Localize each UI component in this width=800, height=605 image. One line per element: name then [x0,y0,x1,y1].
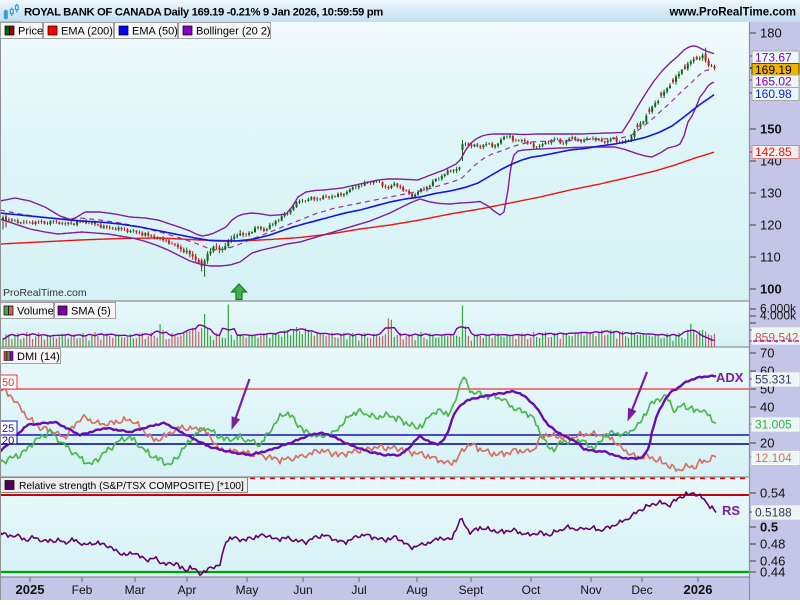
svg-text:6.000k: 6.000k [760,302,797,316]
svg-text:Mar: Mar [125,583,146,597]
svg-text:4.000k: 4.000k [760,309,797,323]
svg-text:Dec: Dec [631,583,652,597]
svg-text:20: 20 [2,435,14,447]
svg-text:Volume: Volume [17,306,54,318]
svg-text:0.44: 0.44 [760,565,785,580]
svg-text:859,542: 859,542 [755,331,799,345]
svg-text:www.ProRealTime.com: www.ProRealTime.com [668,7,796,19]
svg-text:50: 50 [2,377,14,389]
svg-text:2025: 2025 [16,582,45,597]
svg-text:0.48: 0.48 [760,537,785,552]
svg-text:130: 130 [760,186,782,201]
svg-text:169.19: 169.19 [755,63,792,77]
svg-text:Aug: Aug [406,583,427,597]
svg-text:150: 150 [760,122,782,137]
svg-text:100: 100 [760,282,782,297]
svg-text:Jul: Jul [351,583,366,597]
svg-text:DMI (14): DMI (14) [17,351,60,363]
svg-text:Nov: Nov [580,583,601,597]
svg-text:31.005: 31.005 [755,418,792,432]
svg-text:Feb: Feb [72,583,93,597]
svg-text:EMA (50): EMA (50) [132,26,178,38]
svg-text:Relative strength (S&P/TSX COM: Relative strength (S&P/TSX COMPOSITE) [*… [19,481,244,492]
svg-text:ADX: ADX [716,370,744,385]
svg-text:40: 40 [760,400,774,415]
svg-text:0.5188: 0.5188 [755,506,792,520]
svg-text:EMA (200): EMA (200) [61,26,113,38]
svg-text:ProRealTime.com: ProRealTime.com [3,287,87,299]
svg-text:Sept: Sept [459,583,484,597]
svg-text:May: May [236,583,259,597]
svg-text:55.331: 55.331 [755,373,792,387]
svg-text:25: 25 [2,423,14,435]
svg-text:142.85: 142.85 [755,145,792,159]
svg-text:173.67: 173.67 [755,51,792,65]
svg-text:2026: 2026 [684,582,713,597]
svg-text:RS: RS [722,503,740,518]
svg-text:Apr: Apr [178,583,197,597]
svg-text:SMA (5): SMA (5) [71,306,111,318]
svg-text:120: 120 [760,218,782,233]
svg-text:ROYAL BANK OF CANADA Daily 169: ROYAL BANK OF CANADA Daily 169.19 -0.21%… [24,7,383,19]
svg-text:Price: Price [18,26,43,38]
svg-text:0.46: 0.46 [760,554,785,569]
svg-text:160.98: 160.98 [755,87,792,101]
svg-text:70: 70 [760,346,774,361]
svg-text:165.02: 165.02 [755,75,792,89]
svg-text:0.5: 0.5 [760,520,778,535]
svg-text:180: 180 [760,26,782,41]
svg-text:0.54: 0.54 [760,486,785,501]
svg-text:Oct: Oct [522,583,541,597]
svg-text:Bollinger (20 2): Bollinger (20 2) [196,26,271,38]
svg-text:110: 110 [760,250,781,265]
svg-text:20: 20 [760,436,774,451]
svg-text:Jun: Jun [293,583,312,597]
svg-text:12.104: 12.104 [755,451,792,465]
